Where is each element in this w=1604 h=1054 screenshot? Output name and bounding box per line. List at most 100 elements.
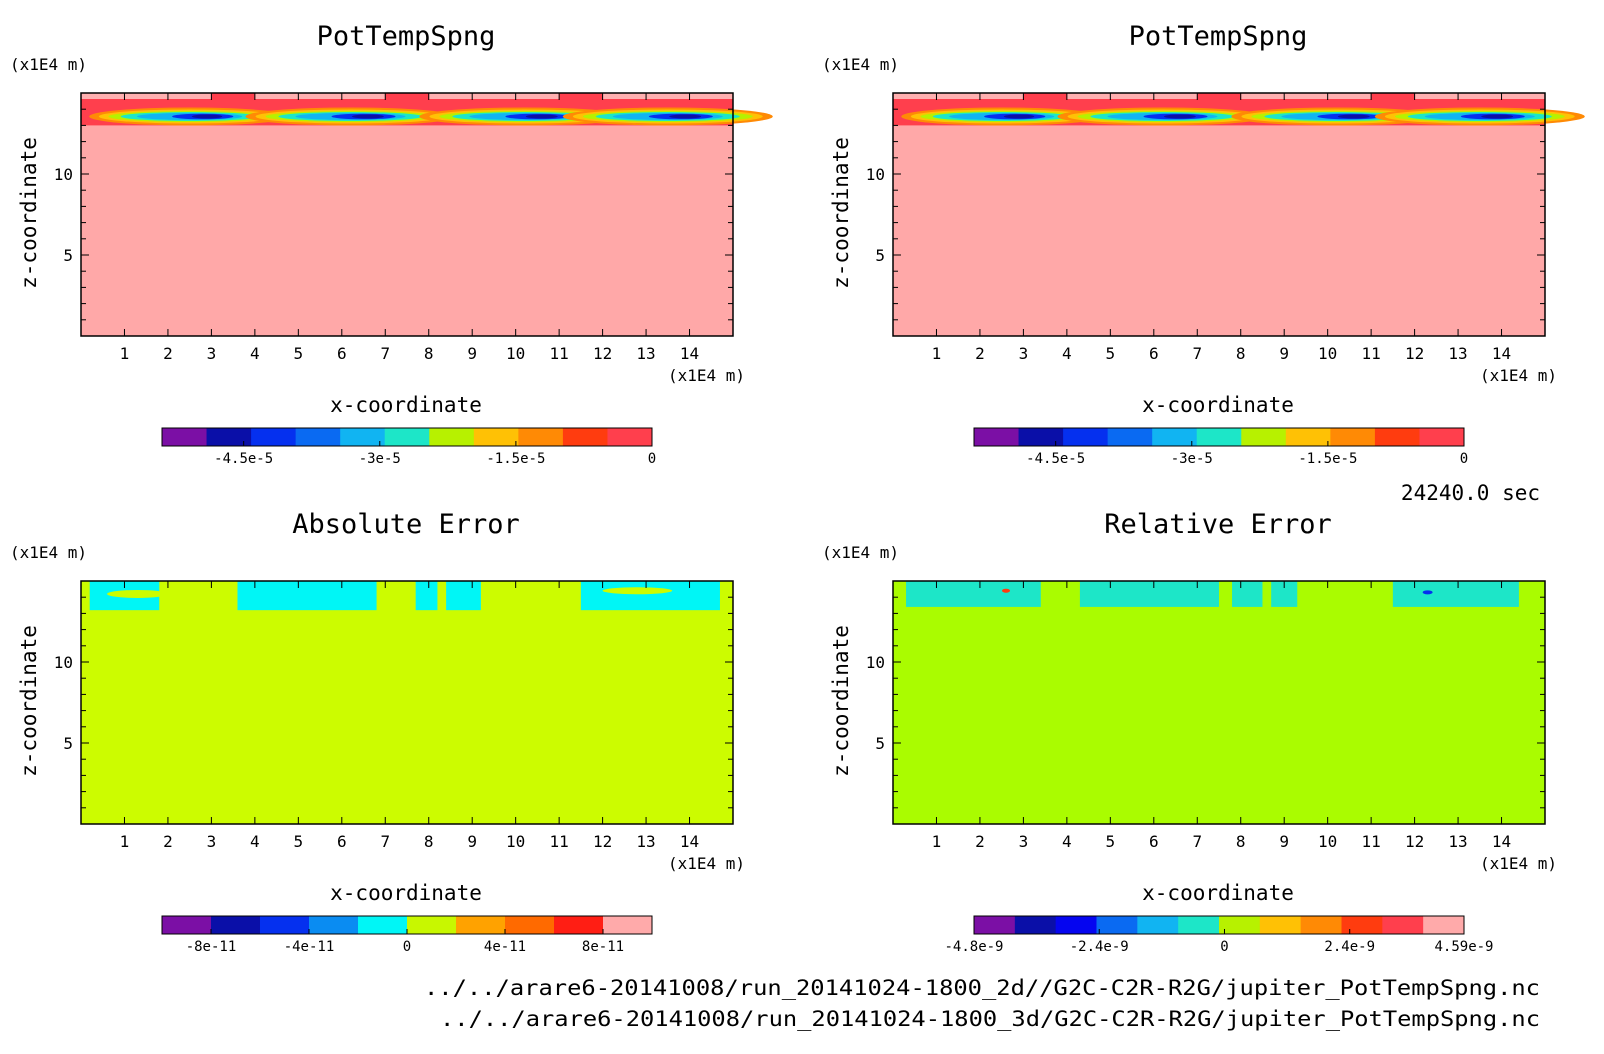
field-top-band-1	[81, 93, 212, 99]
x-tick-label: 1	[120, 344, 130, 363]
colorbar-swatch-3	[1055, 916, 1097, 934]
colorbar-tick-label: 0	[1460, 451, 1468, 467]
panel-title: PotTempSpng	[317, 21, 496, 52]
colorbar-swatch-6	[407, 916, 457, 934]
x-tick-label: 3	[207, 832, 217, 851]
colorbar-tick-label: 4.59e-9	[1434, 939, 1493, 955]
x-tick-label: 9	[467, 344, 477, 363]
colorbar-swatch-12	[1423, 916, 1465, 934]
field-core-2-navy	[351, 114, 384, 119]
field-error-patch-2	[237, 581, 377, 611]
colorbar-tick-label: -4.5e-5	[1026, 451, 1085, 467]
x-tick-label: 1	[932, 832, 942, 851]
colorbar-swatch-3	[260, 916, 310, 934]
field-background	[81, 581, 733, 824]
colorbar-frame	[161, 427, 653, 447]
x-tick-label: 7	[1192, 832, 1202, 851]
colorbar-swatch-1	[162, 428, 208, 446]
field-error-max	[1002, 588, 1011, 593]
x-tick-label: 8	[424, 832, 434, 851]
x-tick-label: 2	[975, 832, 985, 851]
colorbar-swatch-11	[607, 428, 653, 446]
field-error-patch-5	[1392, 581, 1519, 607]
field-top-band-3	[428, 93, 560, 99]
x-tick-label: 13	[1448, 832, 1467, 851]
x-tick-label: 10	[506, 832, 525, 851]
field-core-3-navy	[525, 114, 558, 119]
colorbar-swatch-7	[1219, 916, 1261, 934]
panel-4: Relative Error(x1E4 m)1 2 3 4 5 6 7 8 9 10 11 12 13 1…	[822, 509, 1557, 955]
colorbar-tick-label: -3e-5	[359, 451, 401, 467]
y-axis-label: z-coordinate	[829, 625, 853, 777]
field-error-gap-2	[602, 587, 673, 595]
colorbar-tick-label: -2.4e-9	[1070, 939, 1129, 955]
y-axis-label: z-coordinate	[17, 625, 41, 777]
colorbar-swatch-5	[1137, 916, 1179, 934]
x-tick-label: 12	[1405, 832, 1424, 851]
x-tick-label: 5	[294, 344, 304, 363]
colorbar-tick-label: 4e-11	[484, 939, 526, 955]
colorbar-swatch-8	[1285, 428, 1331, 446]
field-core-2-navy	[1163, 114, 1196, 119]
colorbar-swatch-7	[456, 916, 506, 934]
x-tick-label: 11	[550, 344, 569, 363]
plot-frame	[80, 580, 734, 825]
x-tick-label: 4	[1062, 832, 1072, 851]
x-tick-label: 13	[636, 344, 655, 363]
field-core-1-navy	[1003, 114, 1035, 119]
x-tick-label: 3	[207, 344, 217, 363]
time-label: 24240.0 sec	[1401, 481, 1540, 505]
x-tick-label: 11	[1362, 344, 1381, 363]
x-tick-label: 6	[1149, 344, 1159, 363]
file-path-1: ../../arare6-20141008/run_20141024-1800_…	[424, 976, 1540, 1000]
field-error-patch-3	[1232, 581, 1263, 607]
x-tick-label: 4	[250, 832, 260, 851]
colorbar-tick-label: -4.5e-5	[214, 451, 273, 467]
colorbar-swatch-2	[1018, 428, 1064, 446]
colorbar-swatch-2	[206, 428, 252, 446]
colorbar-frame	[973, 915, 1465, 935]
x-tick-label: 6	[337, 344, 347, 363]
x-tick-label: 12	[1405, 344, 1424, 363]
colorbar-swatch-2	[1014, 916, 1057, 934]
colorbar-tick-label: 2.4e-9	[1324, 939, 1375, 955]
x-tick-label: 12	[593, 344, 612, 363]
x-tick-label: 5	[1106, 344, 1116, 363]
x-tick-label: 9	[467, 832, 477, 851]
colorbar-swatch-8	[473, 428, 519, 446]
field-error-gap-1	[107, 589, 168, 598]
colorbar-tick-label: -4.8e-9	[944, 939, 1003, 955]
colorbar-swatch-6	[1196, 428, 1242, 446]
colorbar-swatch-6	[384, 428, 430, 446]
x-tick-label: 2	[975, 344, 985, 363]
colorbar-swatch-8	[1259, 916, 1302, 934]
x-axis-label: x-coordinate	[1142, 881, 1294, 905]
x-tick-label: 1	[932, 344, 942, 363]
colorbar-swatch-11	[1419, 428, 1465, 446]
field-top-band-1	[893, 93, 1024, 99]
colorbar-swatch-4	[295, 428, 341, 446]
x-tick-label: 14	[680, 832, 699, 851]
field-top-band-3	[1240, 93, 1372, 99]
colorbar-swatch-8	[505, 916, 555, 934]
x-tick-label: 3	[1019, 832, 1029, 851]
x-tick-label: 13	[1448, 344, 1467, 363]
x-axis-label: x-coordinate	[330, 881, 482, 905]
x-tick-label: 8	[424, 344, 434, 363]
x-tick-label: 7	[380, 832, 390, 851]
x-tick-label: 13	[636, 832, 655, 851]
colorbar-swatch-10	[1374, 428, 1420, 446]
x-tick-label: 14	[680, 344, 699, 363]
plot-frame	[892, 580, 1546, 825]
y-tick-label: 5	[875, 734, 885, 753]
x-tick-label: 9	[1279, 832, 1289, 851]
field-core-4-navy	[1481, 114, 1514, 119]
field-background	[893, 581, 1545, 824]
field-error-patch-1	[906, 581, 1041, 607]
x-tick-label: 4	[250, 344, 260, 363]
colorbar-tick-label: -8e-11	[186, 939, 237, 955]
colorbar-tick-label: -1.5e-5	[486, 451, 545, 467]
field-background	[893, 93, 1545, 336]
x-tick-label: 4	[1062, 344, 1072, 363]
colorbar-swatch-11	[1382, 916, 1424, 934]
